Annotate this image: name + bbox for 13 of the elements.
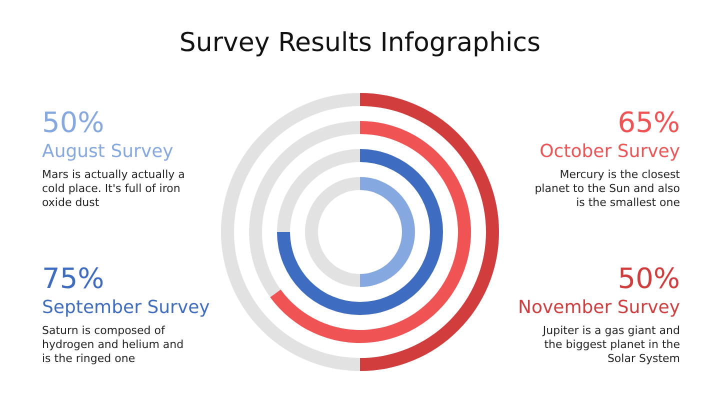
text: Jupiter is a gas giant and the biggest planet in the Solar System xyxy=(541,324,680,366)
data-label: 50% xyxy=(42,106,106,140)
text: Saturn is composed of hydrogen and helium and is the ringed one xyxy=(42,324,185,366)
data-label: 75% xyxy=(42,262,106,296)
data-label: 50% xyxy=(616,262,680,296)
category-label: August Survey xyxy=(42,140,174,164)
category-label: September Survey xyxy=(42,296,211,320)
category-label: November Survey xyxy=(517,296,680,320)
category-label: October Survey xyxy=(538,140,680,164)
text: Mars is actually actually a cold place. It's full of iron oxide dust xyxy=(42,168,186,210)
text: Survey Results Infographics xyxy=(178,28,542,58)
text: Mercury is the closest planet to the Sun and also is the smallest one xyxy=(534,168,680,210)
data-label: 65% xyxy=(616,106,680,140)
